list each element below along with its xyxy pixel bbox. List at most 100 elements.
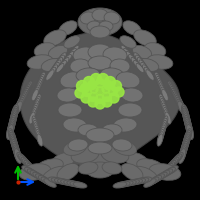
Ellipse shape [184,114,191,129]
Ellipse shape [175,96,184,110]
Circle shape [102,92,112,102]
Ellipse shape [19,90,28,104]
Ellipse shape [70,181,84,187]
Ellipse shape [34,96,40,108]
Ellipse shape [160,125,165,137]
Ellipse shape [28,165,39,176]
Ellipse shape [121,45,129,55]
Ellipse shape [169,85,178,99]
Ellipse shape [172,90,181,104]
Circle shape [80,84,90,92]
Ellipse shape [158,171,170,179]
Ellipse shape [113,118,137,132]
Ellipse shape [121,88,143,102]
Ellipse shape [7,124,13,140]
Ellipse shape [176,97,185,111]
Ellipse shape [27,163,37,174]
Ellipse shape [162,116,168,128]
Ellipse shape [10,134,17,149]
Ellipse shape [160,169,173,178]
Ellipse shape [27,55,53,69]
Ellipse shape [100,68,124,82]
Ellipse shape [37,76,44,88]
Ellipse shape [104,12,120,24]
Ellipse shape [92,9,108,21]
Ellipse shape [57,179,71,185]
Circle shape [98,73,108,84]
Ellipse shape [183,112,190,127]
Circle shape [96,78,104,88]
Ellipse shape [161,118,167,130]
Ellipse shape [183,134,190,149]
Ellipse shape [182,108,189,123]
Ellipse shape [182,138,189,153]
Ellipse shape [178,101,186,115]
Circle shape [90,85,98,93]
Ellipse shape [33,87,39,99]
Ellipse shape [11,136,18,151]
Ellipse shape [36,129,42,142]
Ellipse shape [184,130,191,145]
Ellipse shape [163,105,169,117]
Ellipse shape [129,179,143,185]
Ellipse shape [38,74,44,86]
Ellipse shape [36,174,48,182]
Ellipse shape [22,85,31,99]
Ellipse shape [48,67,56,78]
Ellipse shape [182,106,189,121]
Ellipse shape [132,45,152,59]
Ellipse shape [20,88,29,102]
Ellipse shape [61,57,69,67]
Ellipse shape [61,179,74,186]
Ellipse shape [156,76,163,88]
Ellipse shape [161,87,167,99]
Ellipse shape [73,47,97,63]
Ellipse shape [56,63,64,73]
Ellipse shape [173,92,182,106]
Ellipse shape [13,143,20,158]
Ellipse shape [161,101,167,113]
Ellipse shape [13,145,21,160]
Ellipse shape [144,179,156,187]
Ellipse shape [136,63,144,73]
Ellipse shape [161,120,167,133]
Ellipse shape [30,110,36,122]
Ellipse shape [181,141,188,156]
Ellipse shape [88,44,112,60]
Circle shape [81,93,91,103]
Ellipse shape [18,154,29,165]
Ellipse shape [10,110,17,125]
Ellipse shape [64,54,71,64]
Ellipse shape [163,167,175,176]
Ellipse shape [163,107,170,120]
Ellipse shape [164,110,170,122]
Ellipse shape [155,72,161,84]
Ellipse shape [35,127,41,139]
Ellipse shape [102,162,122,174]
Ellipse shape [38,175,51,184]
Ellipse shape [137,59,159,71]
Ellipse shape [48,177,62,183]
Ellipse shape [17,153,27,163]
Ellipse shape [178,149,186,163]
Ellipse shape [56,55,64,66]
Ellipse shape [18,92,27,106]
Ellipse shape [144,43,166,57]
Ellipse shape [125,152,151,172]
Circle shape [114,87,124,97]
Ellipse shape [187,124,193,140]
Ellipse shape [80,12,96,24]
Ellipse shape [118,103,142,117]
Ellipse shape [158,81,165,92]
Circle shape [104,80,112,90]
Ellipse shape [121,163,143,181]
Ellipse shape [33,85,40,97]
Ellipse shape [123,21,141,35]
Ellipse shape [166,166,178,174]
Ellipse shape [122,180,136,186]
Circle shape [96,87,104,95]
Ellipse shape [136,55,144,66]
Ellipse shape [82,150,118,170]
Ellipse shape [158,129,164,142]
Ellipse shape [186,121,193,136]
